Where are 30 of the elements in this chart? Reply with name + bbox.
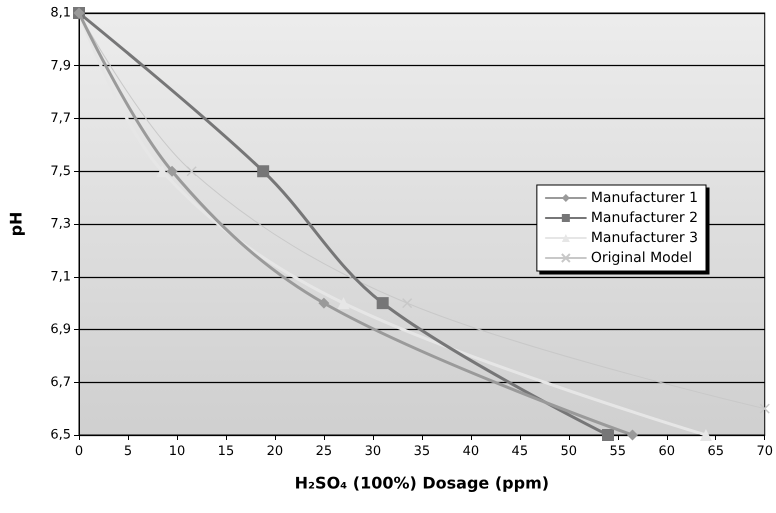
- y-tick-label: 7,3: [50, 216, 71, 232]
- x-tick-label: 65: [707, 444, 724, 459]
- x-tick-label: 55: [610, 444, 626, 459]
- legend-label: Original Model: [590, 250, 692, 266]
- legend-label: Manufacturer 1: [590, 190, 698, 206]
- y-tick-label: 7,5: [50, 164, 71, 179]
- y-tick-label: 7,7: [50, 111, 71, 126]
- x-tick-label: 15: [218, 444, 234, 459]
- y-tick-label: 6,9: [50, 322, 71, 337]
- x-tick-label: 10: [168, 444, 186, 459]
- y-tick-label: 7,1: [50, 269, 71, 284]
- legend-label: Manufacturer 2: [590, 210, 698, 226]
- x-tick-label: 20: [266, 444, 284, 459]
- x-tick-label: 45: [512, 444, 528, 459]
- x-tick-label: 30: [364, 444, 382, 459]
- x-tick-label: 40: [462, 444, 480, 459]
- y-tick-label: 6,5: [50, 428, 71, 442]
- x-tick-label: 50: [560, 444, 578, 459]
- x-tick-label: 35: [414, 444, 430, 459]
- x-tick-label: 70: [756, 444, 773, 459]
- y-tick-label: 6,7: [50, 374, 71, 390]
- y-tick-label: 8,1: [50, 6, 71, 20]
- x-tick-label: 60: [658, 444, 676, 459]
- x-tick-label: 25: [316, 444, 332, 459]
- x-axis-title: H₂SO₄ (100%) Dosage (ppm): [294, 474, 550, 492]
- y-axis-title: pH: [6, 212, 26, 236]
- y-tick-label: 7,9: [50, 58, 71, 74]
- x-tick-label: 5: [124, 444, 132, 459]
- legend-label: Manufacturer 3: [590, 230, 698, 246]
- x-tick-label: 0: [74, 444, 84, 459]
